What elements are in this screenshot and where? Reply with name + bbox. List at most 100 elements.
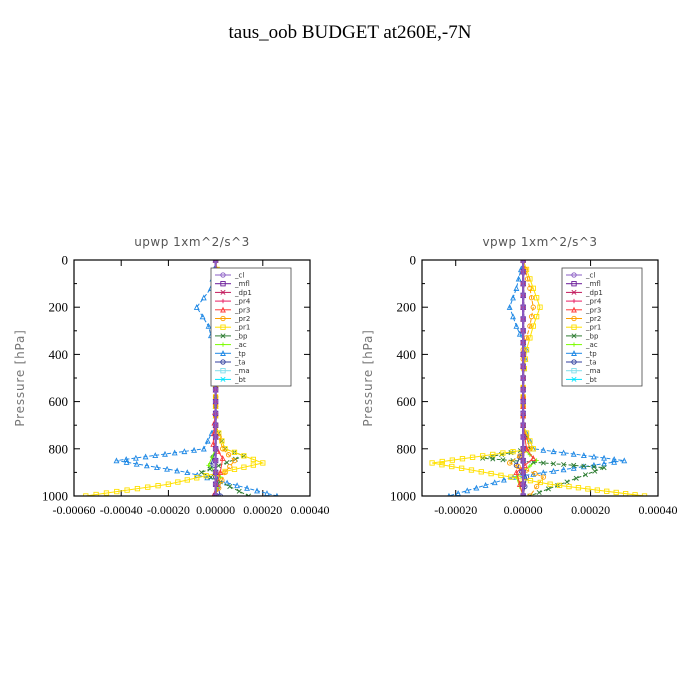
data-point <box>527 463 533 469</box>
legend-marker <box>220 289 226 295</box>
data-point <box>114 488 120 495</box>
data-point <box>540 474 547 480</box>
legend-label: _pr4 <box>585 298 602 306</box>
x-tick-label: 0.00000 <box>196 503 235 517</box>
legend-entry: _bp <box>215 332 248 340</box>
data-point <box>473 484 480 491</box>
legend-entry: _mfl <box>566 280 601 288</box>
legend-entry: _ac <box>566 341 598 349</box>
data-point <box>234 482 241 489</box>
data-point <box>222 469 228 476</box>
data-point <box>478 469 484 475</box>
legend-entry: _ta <box>215 359 246 367</box>
legend-marker <box>220 333 226 339</box>
data-point <box>536 489 542 495</box>
legend-marker <box>571 376 577 382</box>
data-point <box>527 478 534 484</box>
data-point <box>212 457 219 464</box>
chart-title: upwp 1xm^2/s^3 <box>134 235 250 249</box>
data-point <box>219 477 225 483</box>
legend-label: _tp <box>234 350 246 358</box>
legend-label: _pr3 <box>234 306 250 314</box>
legend-label: _cl <box>234 272 244 280</box>
legend-entry: _dp1 <box>215 289 252 297</box>
data-point <box>520 481 526 487</box>
legend-label: _pr3 <box>585 306 601 314</box>
plot-frame <box>421 259 659 497</box>
data-point <box>575 485 582 491</box>
data-point <box>581 463 587 469</box>
legend-label: _pr2 <box>234 315 250 323</box>
data-point <box>236 488 242 494</box>
data-point <box>533 483 540 490</box>
data-point <box>199 313 206 320</box>
data-point <box>561 462 567 468</box>
data-point <box>537 479 543 486</box>
data-point <box>520 339 526 346</box>
data-point <box>500 450 506 456</box>
data-point <box>601 465 607 471</box>
data-point <box>206 463 211 468</box>
data-point <box>480 453 486 459</box>
data-point <box>184 477 190 483</box>
data-point <box>142 453 149 460</box>
data-point <box>164 465 170 472</box>
data-point <box>592 468 598 474</box>
data-point <box>515 463 521 470</box>
legend-label: _pr1 <box>234 324 250 332</box>
legend-label: _ac <box>585 341 598 349</box>
data-point <box>143 462 150 469</box>
data-point <box>212 398 219 405</box>
plot-frame <box>73 259 311 497</box>
legend-marker <box>571 289 577 295</box>
chart-panel-2: vpwp 1xm^2/s^3 Pressure [hPa] 0 200 400 600 80… <box>361 235 678 517</box>
data-point <box>207 466 213 472</box>
legend-marker <box>220 272 226 278</box>
data-point <box>530 455 537 461</box>
data-point <box>513 469 520 476</box>
y-tick-label: 400 <box>49 347 69 362</box>
data-point <box>601 460 607 467</box>
legend-marker <box>571 368 577 374</box>
data-point <box>193 303 200 310</box>
y-tick-label: 0 <box>62 253 69 268</box>
data-point <box>533 295 540 301</box>
data-point <box>532 470 538 477</box>
data-point <box>246 493 252 496</box>
data-point <box>482 482 489 488</box>
data-point <box>260 460 266 466</box>
legend-entry: _mfl <box>215 280 250 288</box>
data-point <box>204 437 211 444</box>
series-pr2 <box>507 260 547 496</box>
legend-marker <box>220 342 226 347</box>
series-cl <box>520 260 526 496</box>
y-tick-label: 200 <box>49 300 69 315</box>
y-tick-label: 1000 <box>390 489 416 504</box>
data-point <box>191 446 198 453</box>
y-tick-label: 800 <box>397 441 417 456</box>
data-point <box>533 313 540 320</box>
x-tick-label: 0.00000 <box>504 503 543 517</box>
data-point <box>217 469 224 476</box>
data-point <box>520 280 526 287</box>
legend-label: _pr2 <box>585 315 601 323</box>
y-tick-label: 600 <box>397 394 417 409</box>
data-point <box>520 292 526 299</box>
data-point <box>174 467 181 474</box>
data-point <box>528 313 535 320</box>
legend-entry: _bp <box>566 332 599 340</box>
data-point <box>212 410 219 417</box>
legend-label: _bp <box>585 332 599 340</box>
legend-marker <box>220 368 226 374</box>
data-point <box>254 487 260 494</box>
data-point <box>520 260 526 263</box>
data-point <box>171 449 178 456</box>
x-tick-label: 0.00020 <box>243 503 282 517</box>
data-point <box>520 269 526 275</box>
data-point <box>124 487 130 493</box>
legend-label: _dp1 <box>585 289 603 297</box>
x-tick-label: -0.00040 <box>100 503 143 517</box>
data-point <box>513 322 520 329</box>
data-point <box>520 457 526 464</box>
data-point <box>540 446 547 453</box>
